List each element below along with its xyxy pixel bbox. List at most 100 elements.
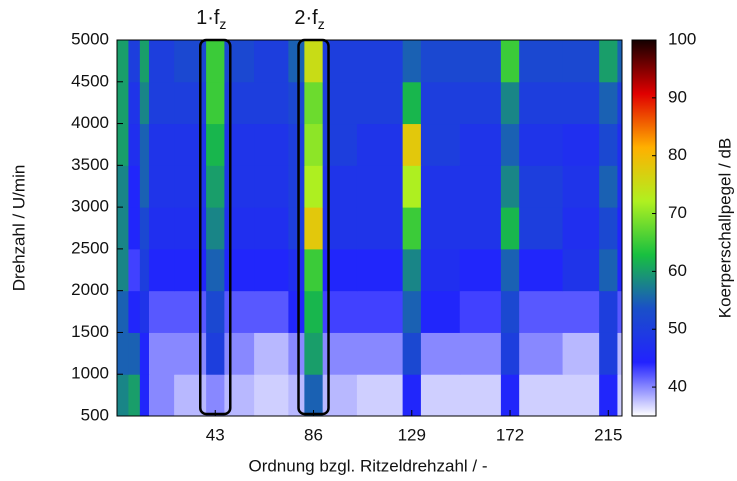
heatmap-cell <box>459 248 502 292</box>
heatmap-cell <box>459 207 502 250</box>
heatmap-cell <box>617 332 623 375</box>
heatmap-cell <box>148 123 175 166</box>
heatmap-cell <box>128 165 141 208</box>
heatmap-cell <box>139 207 150 250</box>
heatmap-cell <box>420 207 461 250</box>
heatmap-cell <box>206 40 225 83</box>
heatmap-cell <box>420 165 461 208</box>
heatmap-cell <box>148 248 175 292</box>
heatmap-cell <box>617 40 623 83</box>
colorbar-tick-label: 90 <box>668 87 687 106</box>
heatmap-cell <box>617 81 623 125</box>
heatmap-cell <box>174 165 207 208</box>
x-tick-label: 215 <box>594 425 622 444</box>
heatmap-cell <box>128 290 141 333</box>
heatmap-cell <box>128 207 141 250</box>
heatmap-cell <box>139 290 150 333</box>
x-tick-label: 172 <box>496 425 524 444</box>
heatmap-cell <box>500 81 520 125</box>
heatmap-cell <box>356 81 404 125</box>
heatmap-cell <box>128 81 141 125</box>
heatmap-cell <box>148 207 175 250</box>
heatmap-cell <box>206 248 225 292</box>
heatmap-cell <box>599 40 618 83</box>
heatmap-cell <box>288 207 305 250</box>
heatmap-cell <box>562 40 600 83</box>
heatmap-cell <box>174 207 207 250</box>
heatmap-cell <box>117 123 129 166</box>
heatmap-cell <box>599 81 618 125</box>
y-tick-label: 1000 <box>71 364 109 383</box>
annotation-subscript: z <box>318 16 325 32</box>
heatmap-cell <box>617 290 623 333</box>
heatmap-cell <box>139 123 150 166</box>
heatmap-cell <box>562 81 600 125</box>
heatmap-cell <box>206 81 225 125</box>
heatmap-cell <box>304 332 324 375</box>
heatmap-cell <box>174 290 207 333</box>
heatmap-cell <box>500 165 520 208</box>
heatmap-cell <box>599 248 618 292</box>
heatmap-cell <box>500 123 520 166</box>
x-tick-label: 129 <box>398 425 426 444</box>
heatmap-cell <box>174 332 207 375</box>
y-tick-label: 2000 <box>71 280 109 299</box>
heatmap-cell <box>288 123 305 166</box>
y-tick-label: 4500 <box>71 71 109 90</box>
x-tick-label: 43 <box>206 425 225 444</box>
heatmap-cell <box>206 165 225 208</box>
heatmap-cell <box>562 165 600 208</box>
y-tick-label: 2500 <box>71 238 109 257</box>
heatmap-cell <box>288 374 305 417</box>
heatmap-cell <box>459 81 502 125</box>
heatmap-cell <box>519 374 564 417</box>
y-tick-label: 500 <box>81 405 109 424</box>
heatmap-cell <box>224 165 255 208</box>
heatmap-cell <box>500 374 520 417</box>
heatmap-cell <box>304 290 324 333</box>
heatmap-cell <box>459 165 502 208</box>
heatmap-cell <box>402 374 422 417</box>
heatmap-cell <box>402 123 422 166</box>
heatmap-cell <box>599 207 618 250</box>
heatmap-cell <box>356 40 404 83</box>
annotation-label: 2·fz <box>294 7 324 31</box>
heatmap-cell <box>519 332 564 375</box>
heatmap-cell <box>420 374 461 417</box>
heatmap-cell <box>174 123 207 166</box>
heatmap-cell <box>224 207 255 250</box>
heatmap-cell <box>128 332 141 375</box>
heatmap-cell <box>224 40 255 83</box>
annotation-text: 2·f <box>294 7 318 29</box>
heatmap-cell <box>117 81 129 125</box>
colorbar <box>631 39 657 417</box>
heatmap-cell <box>599 290 618 333</box>
heatmap-cell <box>139 81 150 125</box>
heatmap-cell <box>128 374 141 417</box>
y-tick-label: 4000 <box>71 113 109 132</box>
heatmap-cell <box>254 40 289 83</box>
plot-frame <box>116 39 623 417</box>
heatmap-cell <box>356 248 404 292</box>
heatmap-cell <box>420 123 461 166</box>
heatmap-cell <box>459 123 502 166</box>
heatmap-cell <box>117 248 129 292</box>
annotation-text: 1·f <box>196 7 220 29</box>
heatmap-cell <box>128 123 141 166</box>
annotation-subscript: z <box>219 16 226 32</box>
heatmap-cell <box>519 40 564 83</box>
heatmap-cell <box>356 332 404 375</box>
heatmap-cell <box>599 332 618 375</box>
x-axis-label: Ordnung bzgl. Ritzeldrehzahl / - <box>248 456 487 475</box>
heatmap-cell <box>288 165 305 208</box>
heatmap-cell <box>356 207 404 250</box>
heatmap-cell <box>254 123 289 166</box>
heatmap-cell <box>519 207 564 250</box>
heatmap-cell <box>254 165 289 208</box>
heatmap-cell <box>420 248 461 292</box>
heatmap-cell <box>288 290 305 333</box>
heatmap-cell <box>304 207 324 250</box>
heatmap-cell <box>420 332 461 375</box>
heatmap-cell <box>148 290 175 333</box>
